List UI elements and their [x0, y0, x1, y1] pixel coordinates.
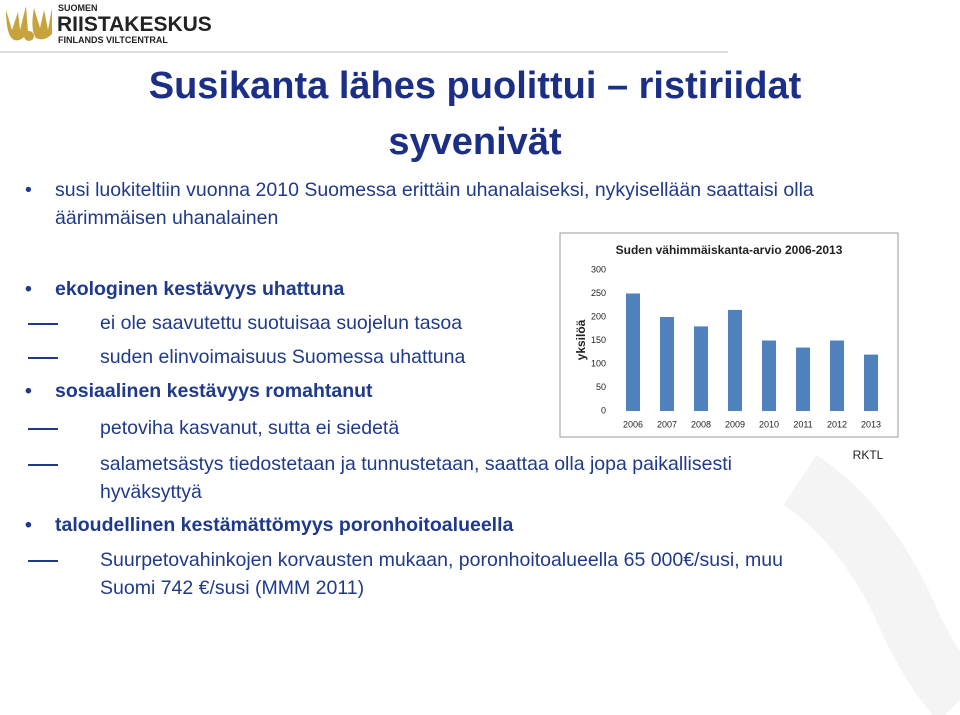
- x-tick-label: 2011: [793, 419, 812, 429]
- bar: [626, 293, 640, 411]
- sub-bullet: salametsästys tiedostetaan ja tunnusteta…: [28, 450, 780, 506]
- x-tick-label: 2008: [691, 419, 711, 429]
- x-tick-label: 2013: [861, 419, 881, 429]
- chart-title: Suden vähimmäiskanta-arvio 2006-2013: [616, 243, 843, 257]
- sub-bullet: suden elinvoimaisuus Suomessa uhattuna: [28, 343, 560, 371]
- sub-bullet: petoviha kasvanut, sutta ei siedetä: [28, 414, 540, 442]
- source: RKTL: [853, 448, 884, 462]
- x-tick-label: 2012: [827, 419, 847, 429]
- slide-title: Susikanta lähes puolittui – ristiriidat …: [148, 65, 802, 163]
- sub-bullet: Suurpetovahinkojen korvausten mukaan, po…: [28, 546, 800, 602]
- x-tick-label: 2006: [623, 419, 643, 429]
- chart: Suden vähimmäiskanta-arvio 2006-2013 yks…: [559, 232, 899, 438]
- y-tick-label: 300: [591, 264, 606, 274]
- bar: [694, 326, 708, 411]
- sub-bullet: ei ole saavutettu suotuisaa suojelun tas…: [28, 309, 540, 337]
- bar: [796, 347, 810, 411]
- bullet: ekologinen kestävyys uhattuna: [25, 275, 575, 303]
- bar: [762, 340, 776, 411]
- bar: [728, 309, 742, 411]
- bar: [830, 340, 844, 411]
- x-tick-label: 2009: [725, 419, 745, 429]
- logo-mark: [6, 6, 52, 41]
- bullet: susi luokiteltiin vuonna 2010 Suomessa e…: [25, 176, 885, 232]
- logo-line2: RIISTAKESKUS: [57, 13, 212, 36]
- bar: [864, 354, 878, 411]
- logo-line3: FINLANDS VILTCENTRAL: [58, 35, 168, 45]
- y-tick-label: 50: [596, 382, 606, 392]
- logo-line1: SUOMEN: [58, 3, 98, 13]
- y-tick-label: 150: [591, 335, 606, 345]
- y-tick-label: 0: [601, 405, 606, 415]
- background-decoration: [782, 455, 960, 715]
- bullet: taloudellinen kestämättömyys poronhoitoa…: [25, 511, 615, 539]
- y-axis-label: yksilöä: [574, 319, 588, 360]
- y-tick-label: 100: [591, 358, 606, 368]
- y-tick-label: 250: [591, 288, 606, 298]
- bullet: sosiaalinen kestävyys romahtanut: [25, 377, 575, 405]
- x-tick-label: 2010: [759, 419, 779, 429]
- x-tick-label: 2007: [657, 419, 677, 429]
- bar: [660, 317, 674, 411]
- y-tick-label: 200: [591, 311, 606, 321]
